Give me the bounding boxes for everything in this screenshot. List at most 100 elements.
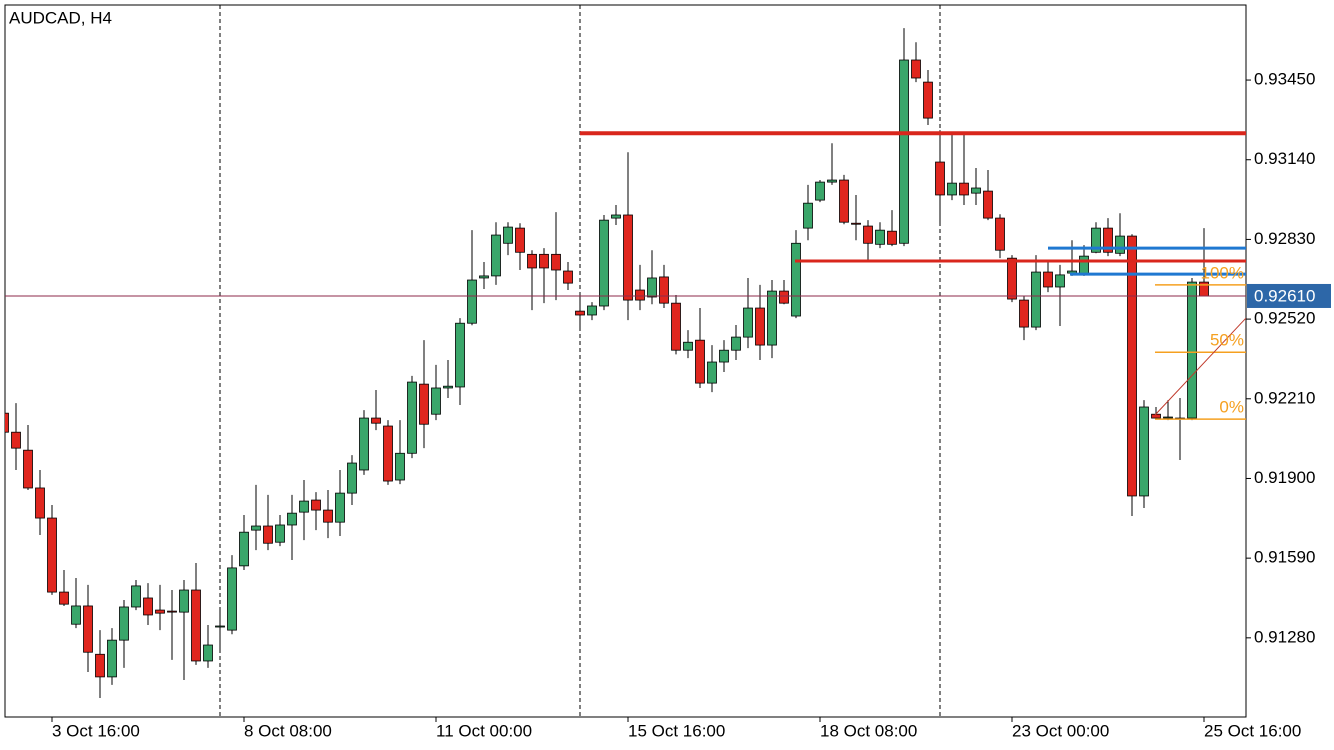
y-tick-label: 0.91900	[1254, 468, 1315, 487]
candle-body	[1007, 257, 1017, 300]
candle-body	[119, 606, 129, 641]
candle-body	[1031, 271, 1041, 328]
candle-body	[803, 202, 813, 229]
candle-body	[407, 381, 417, 454]
candle-body	[1019, 299, 1029, 328]
candle-body	[1151, 413, 1161, 419]
candle-body	[23, 449, 33, 489]
candle-body	[263, 525, 273, 544]
trendline	[1154, 317, 1246, 416]
candle-body	[959, 182, 969, 196]
candle-body	[419, 383, 429, 425]
candle-body	[515, 227, 525, 253]
candle-body	[551, 253, 561, 271]
candle-body	[539, 253, 549, 269]
candle-body	[623, 214, 633, 301]
x-tick-label: 23 Oct 00:00	[1012, 721, 1109, 740]
candle-body	[983, 190, 993, 219]
candle-body	[503, 226, 513, 244]
candle-body	[779, 290, 789, 304]
fib-label: 100%	[1201, 263, 1244, 282]
candle-body	[923, 81, 933, 119]
candle-body	[527, 253, 537, 269]
candle-body	[1091, 227, 1101, 253]
candle-body	[1127, 235, 1137, 497]
candle-body	[971, 187, 981, 194]
candle-body	[347, 462, 357, 494]
candle-body	[287, 512, 297, 526]
candle-body	[299, 500, 309, 513]
candle-body	[371, 417, 381, 424]
current-price-label: 0.92610	[1254, 286, 1315, 305]
y-tick-label: 0.92830	[1254, 229, 1315, 248]
x-tick-label: 25 Oct 16:00	[1204, 721, 1301, 740]
candle-body	[575, 310, 585, 316]
candle-body	[227, 567, 237, 631]
candle-body	[143, 597, 153, 616]
candle-body	[755, 307, 765, 346]
candle-body	[659, 276, 669, 304]
candle-body	[1115, 235, 1125, 254]
candle-body	[587, 305, 597, 316]
candle-body	[1043, 271, 1053, 288]
candle-body	[83, 605, 93, 653]
candle-body	[1055, 274, 1065, 288]
candle-body	[491, 234, 501, 277]
plot-area	[5, 5, 1246, 717]
candle-body	[59, 591, 69, 605]
y-tick-label: 0.91280	[1254, 627, 1315, 646]
candle-body	[11, 431, 21, 449]
candle-body	[443, 385, 453, 389]
y-tick-label: 0.92210	[1254, 388, 1315, 407]
candle-body	[5, 412, 9, 433]
candle-body	[995, 217, 1005, 251]
candle-body	[1103, 227, 1113, 253]
candle-body	[1187, 281, 1197, 419]
candle-body	[911, 59, 921, 79]
y-tick-label: 0.92520	[1254, 309, 1315, 328]
candle-body	[239, 531, 249, 567]
candle-body	[167, 610, 177, 613]
x-tick-label: 8 Oct 08:00	[244, 721, 332, 740]
fib-label: 50%	[1210, 331, 1244, 350]
candle-body	[635, 289, 645, 301]
candle-body	[431, 387, 441, 415]
candle-body	[275, 524, 285, 543]
candle-body	[335, 492, 345, 523]
candle-body	[935, 161, 945, 196]
candle-body	[815, 181, 825, 201]
x-tick-label: 18 Oct 08:00	[820, 721, 917, 740]
candle-body	[839, 179, 849, 223]
candle-body	[899, 59, 909, 244]
candle-body	[71, 605, 81, 625]
candle-body	[203, 644, 213, 662]
candle-body	[131, 585, 141, 608]
current-price-box	[1247, 283, 1331, 308]
candle-body	[455, 322, 465, 388]
fib-label: 0%	[1219, 398, 1244, 417]
candle-body	[875, 229, 885, 245]
candle-body	[671, 302, 681, 351]
y-tick-label: 0.91590	[1254, 548, 1315, 567]
candle-body	[887, 230, 897, 245]
candle-body	[611, 214, 621, 219]
candle-body	[767, 290, 777, 346]
candle-body	[947, 182, 957, 196]
candle-body	[599, 219, 609, 307]
candle-body	[791, 242, 801, 317]
candle-body	[359, 417, 369, 471]
candle-body	[383, 425, 393, 482]
candle-body	[647, 277, 657, 298]
candle-body	[395, 452, 405, 481]
candle-body	[95, 653, 105, 678]
candle-body	[191, 589, 201, 662]
x-tick-label: 11 Oct 00:00	[436, 721, 532, 740]
candle-body	[719, 349, 729, 363]
plot-frame	[4, 4, 1247, 718]
candle-body	[1163, 416, 1173, 419]
x-tick-label: 15 Oct 16:00	[628, 721, 725, 740]
candle-body	[827, 179, 837, 183]
x-tick-label: 3 Oct 16:00	[52, 721, 140, 740]
